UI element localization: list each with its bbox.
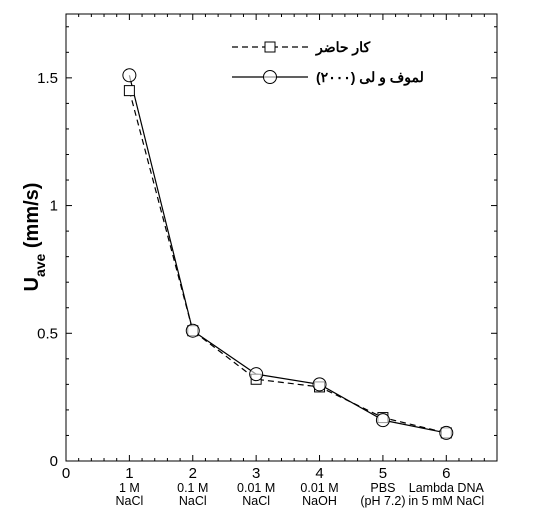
series-layer	[122, 68, 454, 440]
legend-label: لموف و لی (۲۰۰۰)	[316, 69, 424, 86]
category-label: 0.01 M	[237, 481, 275, 495]
category-label: NaOH	[302, 494, 337, 508]
category-label: 0.01 M	[300, 481, 338, 495]
category-label: NaCl	[242, 494, 270, 508]
category-label: (pH 7.2)	[360, 494, 405, 508]
x-tick-label: 3	[252, 465, 260, 482]
legend-circle-marker-icon	[263, 70, 277, 84]
y-axis-label: Uave (mm/s)	[21, 183, 48, 292]
data-point	[439, 425, 454, 440]
legend-square-marker-icon	[264, 41, 276, 53]
data-point	[249, 367, 264, 382]
data-point	[375, 413, 390, 428]
category-label: NaCl	[115, 494, 143, 508]
y-tick-label: 1.5	[37, 70, 58, 87]
legend: کار حاضر لموف و لی (۲۰۰۰)	[232, 39, 424, 86]
x-tick-label: 0	[62, 465, 70, 482]
x-tick-label: 5	[379, 465, 387, 482]
x-tick-label: 4	[315, 465, 323, 482]
data-point	[312, 377, 327, 392]
category-label: Lambda DNA	[409, 481, 485, 495]
y-tick-label: 1	[50, 198, 58, 215]
category-label: PBS	[370, 481, 395, 495]
data-point	[185, 323, 200, 338]
y-tick-label: 0	[50, 453, 58, 470]
data-point	[123, 85, 135, 97]
category-label: NaCl	[179, 494, 207, 508]
x-tick-label: 2	[189, 465, 197, 482]
y-tick-labels: 0 0.5 1 1.5	[37, 70, 58, 470]
axis-ticks	[65, 14, 498, 462]
series-line	[128, 75, 447, 434]
category-label: 1 M	[119, 481, 140, 495]
y-tick-label: 0.5	[37, 325, 58, 342]
category-label: in 5 mM NaCl	[408, 494, 484, 508]
category-label: 0.1 M	[177, 481, 208, 495]
x-tick-label: 6	[442, 465, 450, 482]
x-tick-label: 1	[125, 465, 133, 482]
data-point	[122, 68, 137, 83]
legend-label: کار حاضر	[315, 39, 370, 56]
series-line	[128, 90, 447, 434]
